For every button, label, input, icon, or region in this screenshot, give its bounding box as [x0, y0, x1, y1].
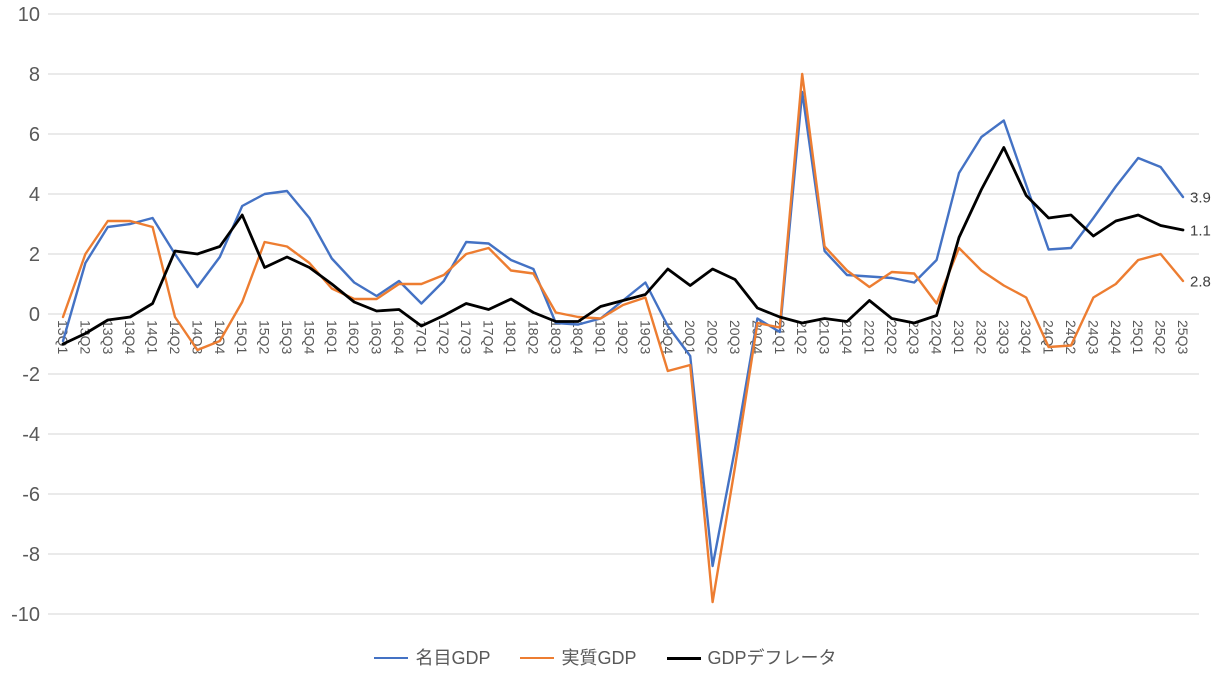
y-axis-tick-label: 8	[29, 64, 40, 86]
x-axis-tick-label: 20Q3	[727, 320, 743, 354]
legend-label-real-gdp: 実質GDP	[561, 648, 637, 668]
x-axis-tick-label: 23Q4	[1018, 320, 1034, 354]
legend-line-swatch-real-gdp	[520, 657, 555, 659]
x-axis-tick-label: 17Q1	[413, 320, 429, 354]
x-axis-tick-label: 14Q4	[212, 320, 228, 354]
x-axis-tick-label: 16Q3	[369, 320, 385, 354]
x-axis-tick-label: 13Q3	[100, 320, 116, 354]
legend-line-swatch-gdp-deflator	[666, 656, 701, 660]
y-axis-tick-label: -8	[22, 544, 40, 566]
x-axis-tick-label: 18Q1	[503, 320, 519, 354]
x-axis-tick-label: 17Q3	[458, 320, 474, 354]
legend-item-nominal-gdp: 名目GDP	[374, 649, 490, 667]
x-axis-tick-label: 20Q2	[705, 320, 721, 354]
x-axis-tick-label: 19Q4	[660, 320, 676, 354]
x-axis-tick-label: 20Q1	[682, 320, 698, 354]
x-axis-tick-label: 22Q4	[929, 320, 945, 354]
legend-item-gdp-deflator: GDPデフレータ	[666, 648, 837, 668]
x-axis-tick-label: 14Q2	[167, 320, 183, 354]
x-axis-tick-label: 14Q1	[145, 320, 161, 354]
y-axis-tick-label: 4	[29, 184, 40, 206]
y-axis-tick-label: 0	[29, 304, 40, 326]
x-axis-tick-label: 18Q4	[570, 320, 586, 354]
x-axis-tick-label: 17Q2	[436, 320, 452, 354]
x-axis-tick-label: 25Q1	[1130, 320, 1146, 354]
x-axis-tick-label: 19Q1	[593, 320, 609, 354]
x-axis-tick-label: 15Q3	[279, 320, 295, 354]
x-axis-tick-label: 16Q1	[324, 320, 340, 354]
x-axis-tick-label: 21Q3	[817, 320, 833, 354]
x-axis-tick-label: 21Q2	[794, 320, 810, 354]
x-axis-tick-label: 13Q4	[122, 320, 138, 354]
x-axis-tick-label: 15Q1	[234, 320, 250, 354]
y-axis-tick-label: 2	[29, 244, 40, 266]
y-axis-tick-label: -4	[22, 424, 40, 446]
y-axis-tick-label: -2	[22, 364, 40, 386]
legend-item-real-gdp: 実質GDP	[520, 648, 637, 668]
legend-label-gdp-deflator: GDPデフレータ	[707, 648, 837, 668]
end-value-label-real-gdp: 2.8	[1190, 274, 1211, 291]
x-axis-tick-label: 16Q2	[346, 320, 362, 354]
x-axis-tick-label: 16Q4	[391, 320, 407, 354]
y-axis-tick-label: 10	[18, 4, 40, 26]
series-line-gdp-deflator	[61, 146, 1185, 346]
x-axis-tick-label: 22Q1	[861, 320, 877, 354]
legend-line-swatch-nominal-gdp	[374, 657, 409, 659]
x-axis-tick-label: 23Q2	[973, 320, 989, 354]
x-axis-tick-label: 19Q2	[615, 320, 631, 354]
x-axis-tick-label: 15Q2	[257, 320, 273, 354]
series-line-real-gdp	[61, 72, 1185, 604]
end-value-label-nominal-gdp: 3.9	[1190, 190, 1211, 207]
x-axis-tick-label: 15Q4	[301, 320, 317, 354]
y-axis-tick-label: -6	[22, 484, 40, 506]
x-axis-tick-label: 22Q3	[906, 320, 922, 354]
x-axis-tick-label: 24Q3	[1085, 320, 1101, 354]
x-axis-tick-label: 19Q3	[637, 320, 653, 354]
chart-legend: 名目GDP 実質GDP GDPデフレータ	[0, 643, 1211, 673]
x-axis-tick-label: 21Q4	[839, 320, 855, 354]
x-axis-tick-label: 17Q4	[481, 320, 497, 354]
x-axis-tick-label: 23Q1	[951, 320, 967, 354]
x-axis-tick-label: 18Q3	[548, 320, 564, 354]
x-axis-tick-label: 13Q2	[77, 320, 93, 354]
x-axis-tick-label: 18Q2	[525, 320, 541, 354]
x-axis-tick-label: 23Q3	[996, 320, 1012, 354]
y-axis-tick-label: -10	[11, 604, 40, 626]
x-axis-tick-label: 25Q2	[1153, 320, 1169, 354]
x-axis-tick-label: 24Q2	[1063, 320, 1079, 354]
end-value-label-gdp-deflator: 1.1	[1190, 223, 1211, 240]
x-axis-tick-label: 22Q2	[884, 320, 900, 354]
x-axis-tick-label: 24Q4	[1108, 320, 1124, 354]
x-axis-tick-label: 25Q3	[1175, 320, 1191, 354]
legend-label-nominal-gdp: 名目GDP	[415, 648, 491, 668]
y-axis-tick-label: 6	[29, 124, 40, 146]
